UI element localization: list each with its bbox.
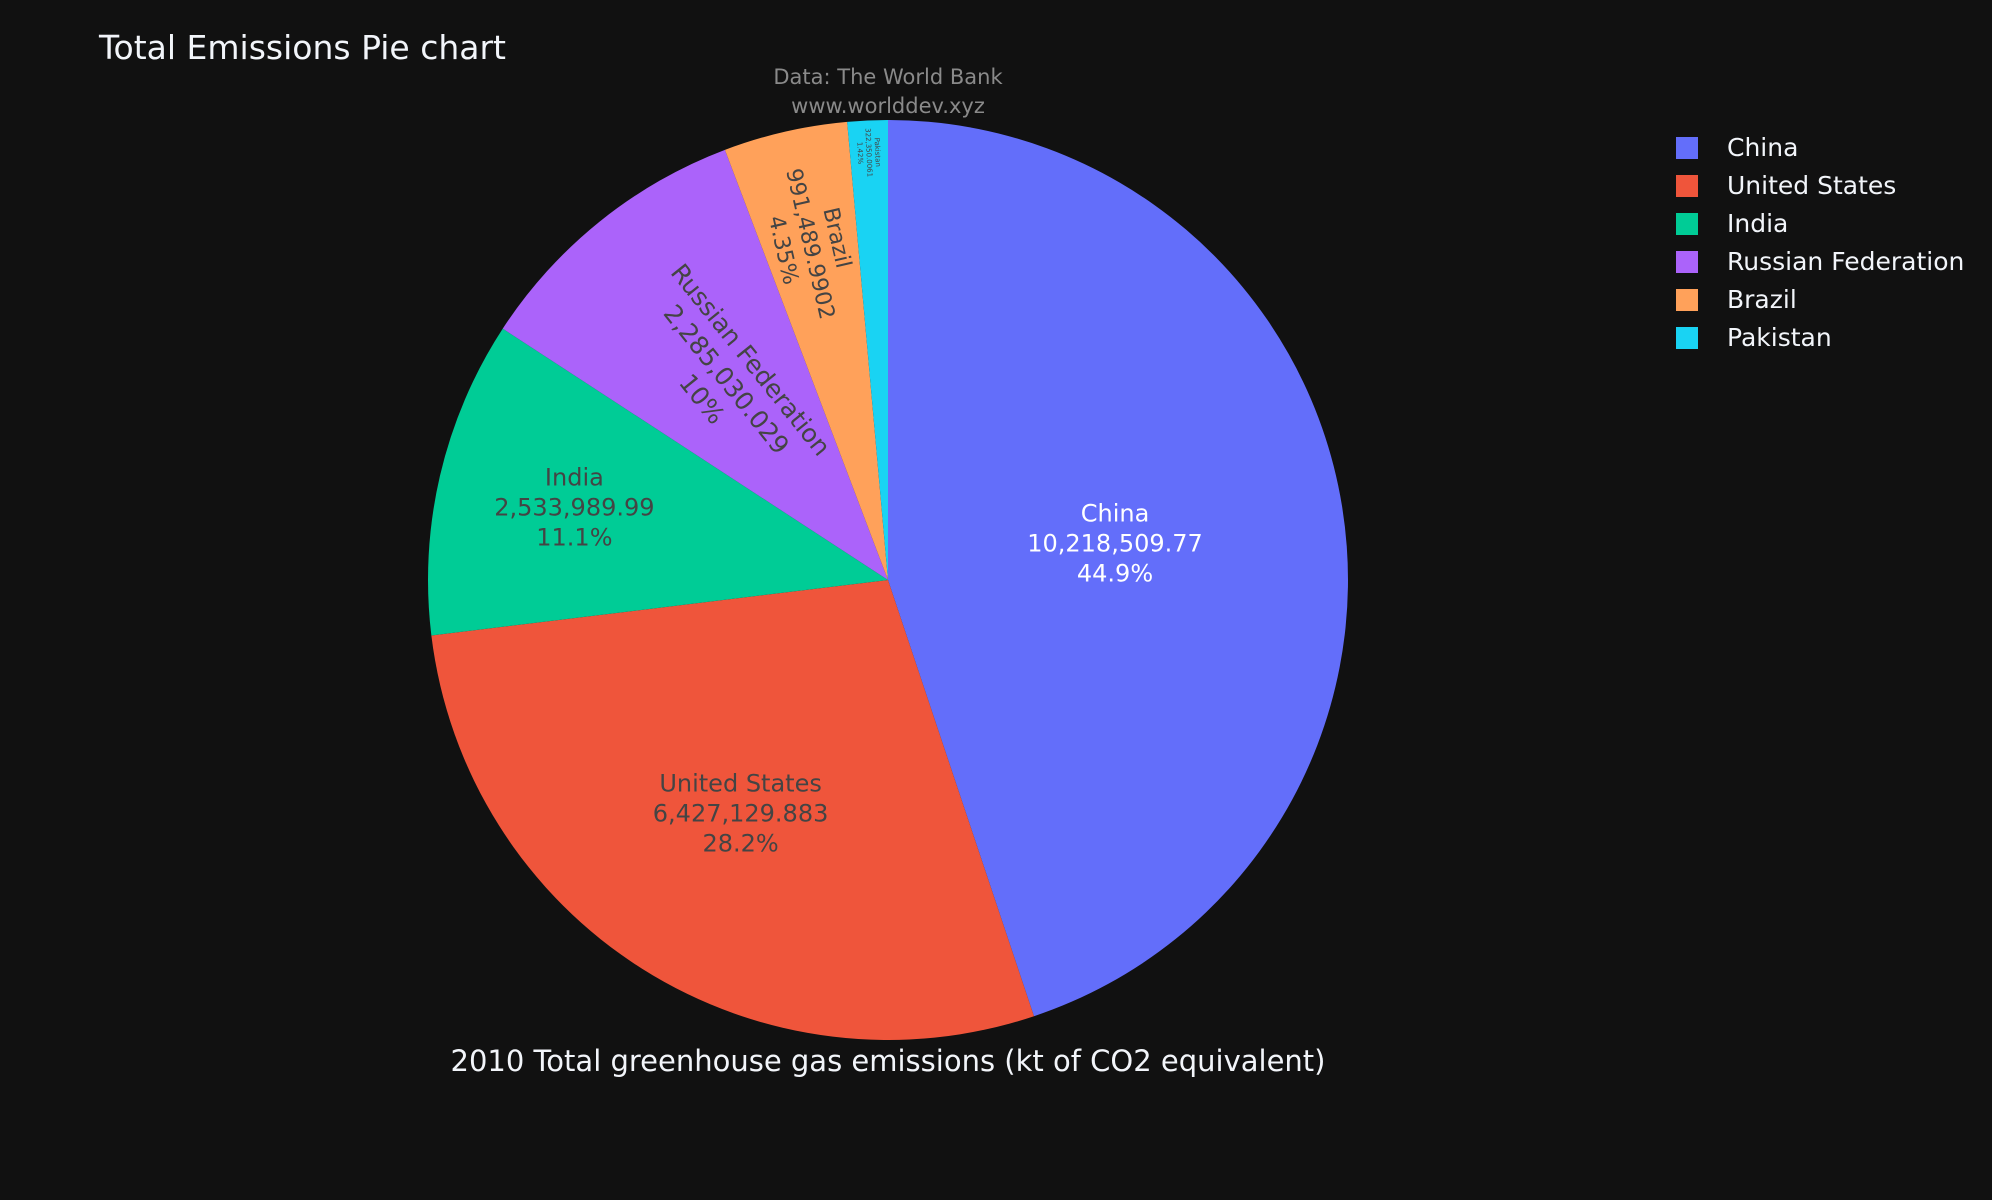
slice-label-line-india-2: 11.1% — [536, 523, 612, 551]
legend-item-india[interactable]: India — [1676, 209, 1788, 238]
slice-label-line-pakistan-1: 322,350.0061 — [863, 128, 873, 177]
pie-slices — [428, 120, 1348, 1040]
slice-label-line-china-0: China — [1081, 499, 1150, 527]
legend-label-united-states: United States — [1727, 171, 1896, 200]
legend-swatch-pakistan — [1676, 327, 1698, 349]
source-line-1: Data: The World Bank — [773, 65, 1003, 89]
slice-united-states — [431, 580, 1034, 1040]
source-line-2: www.worlddev.xyz — [791, 94, 985, 118]
legend-label-pakistan: Pakistan — [1727, 323, 1832, 352]
legend-item-china[interactable]: China — [1676, 133, 1798, 162]
legend: China United States India Russian Federatio… — [1676, 133, 1964, 352]
legend-label-china: China — [1727, 133, 1798, 162]
legend-item-united-states[interactable]: United States — [1676, 171, 1896, 200]
legend-item-russian-federation[interactable]: Russian Federation — [1676, 247, 1964, 276]
slice-label-line-united-states-2: 28.2% — [702, 830, 778, 858]
slice-russian-federation — [502, 149, 888, 580]
slice-india — [428, 328, 888, 636]
legend-item-brazil[interactable]: Brazil — [1676, 285, 1797, 314]
slice-label-line-pakistan-2: 1.42% — [855, 142, 864, 165]
legend-label-russian-federation: Russian Federation — [1727, 247, 1964, 276]
slice-pakistan — [847, 120, 888, 580]
legend-label-brazil: Brazil — [1727, 285, 1797, 314]
legend-swatch-brazil — [1676, 289, 1698, 311]
legend-swatch-russian-federation — [1676, 251, 1698, 273]
slice-brazil — [724, 121, 888, 580]
slice-label-line-india-0: India — [545, 463, 604, 491]
slice-label-united-states: United States 6,427,129.883 28.2% — [653, 770, 829, 858]
slice-label-line-united-states-1: 6,427,129.883 — [653, 800, 829, 828]
chart-title: Total Emissions Pie chart — [98, 28, 506, 67]
slice-label-line-china-2: 44.9% — [1077, 559, 1153, 587]
slice-label-line-united-states-0: United States — [659, 770, 822, 798]
legend-item-pakistan[interactable]: Pakistan — [1676, 323, 1832, 352]
legend-swatch-china — [1676, 137, 1698, 159]
slice-label-line-india-1: 2,533,989.99 — [494, 493, 654, 521]
chart-subtitle: 2010 Total greenhouse gas emissions (kt … — [451, 1044, 1326, 1078]
slice-label-india: India 2,533,989.99 11.1% — [494, 463, 654, 551]
legend-label-india: India — [1727, 209, 1788, 238]
slice-china — [888, 120, 1348, 1017]
slice-label-line-pakistan-0: Pakistan — [873, 137, 882, 167]
slice-label-china: China 10,218,509.77 44.9% — [1027, 499, 1203, 587]
legend-swatch-united-states — [1676, 175, 1698, 197]
legend-swatch-india — [1676, 213, 1698, 235]
slice-label-line-china-1: 10,218,509.77 — [1027, 529, 1203, 557]
slice-label-pakistan: Pakistan322,350.00611.42% — [855, 128, 883, 178]
